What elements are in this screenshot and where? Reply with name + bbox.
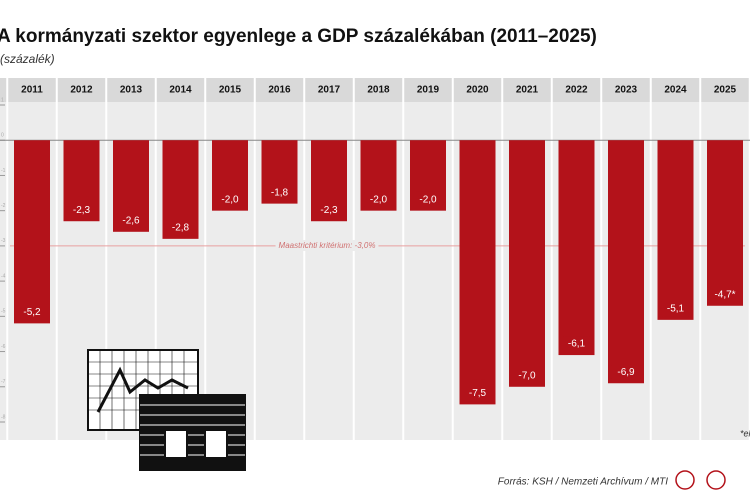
value-label: -2,0: [419, 194, 437, 205]
bar: [707, 140, 743, 306]
x-tick-label: 2011: [21, 85, 43, 96]
chart-subtitle: (százalék): [0, 52, 55, 66]
y-tick-label: -5: [1, 309, 6, 315]
x-tick-label: 2019: [417, 85, 440, 96]
value-label: -6,1: [568, 339, 586, 350]
source: Forrás: KSH / Nemzeti Archívum / MTI: [498, 477, 668, 488]
x-tick-label: 2020: [466, 85, 489, 96]
bar: [608, 140, 644, 384]
plot: 1 0 -1 -2 -3 -4 -5 -6 -7 -8 Maastrichti kritérium:…: [0, 78, 750, 440]
header-band: [0, 78, 750, 102]
value-label: -2,3: [73, 205, 91, 216]
y-tick-label: 0: [1, 133, 4, 139]
chart-title: A kormányzati szektor egyenlege a GDP sz…: [0, 26, 597, 47]
bar: [14, 140, 50, 324]
x-tick-label: 2021: [516, 85, 539, 96]
value-label-bg: [314, 202, 344, 219]
x-tick-label: 2017: [318, 85, 341, 96]
bar: [509, 140, 545, 387]
bar: [558, 140, 595, 356]
value-label-bg: [17, 304, 47, 321]
value-label: -2,8: [172, 222, 190, 233]
y-tick-label: -6: [1, 344, 6, 350]
value-label: -2,3: [320, 205, 338, 216]
bar: [459, 140, 496, 405]
y-tick-label: -2: [1, 203, 6, 209]
value-label: -5,2: [23, 307, 41, 318]
bar: [657, 140, 694, 320]
reference-label: Maastrichti kritérium: -3,0%: [279, 241, 376, 250]
value-label-bg: [462, 385, 493, 402]
y-tick-label: -4: [1, 273, 6, 279]
value-label: -5,1: [667, 303, 685, 314]
value-label: -6,9: [617, 367, 635, 378]
value-label-bg: [66, 202, 97, 219]
x-tick-label: 2024: [664, 85, 687, 96]
value-label-bg: [116, 212, 146, 229]
footnote: *előzetes adat: [740, 428, 750, 438]
x-tick-label: 2025: [714, 85, 737, 96]
value-label-bg: [363, 191, 394, 208]
x-tick-label: 2023: [615, 85, 638, 96]
value-label: -2,6: [122, 215, 140, 226]
value-label: -7,0: [518, 370, 536, 381]
value-label-bg: [512, 367, 542, 384]
decorative-icon: [87, 349, 246, 471]
value-label: -2,0: [370, 194, 388, 205]
value-label-bg: [611, 364, 641, 381]
x-tick-label: 2022: [565, 85, 588, 96]
logos: [675, 470, 726, 490]
value-label-bg: [264, 184, 295, 201]
x-tick-label: 2014: [169, 85, 192, 96]
value-label: -4,7*: [714, 289, 735, 300]
value-label-bg: [561, 336, 592, 353]
reference-label-bg: [275, 239, 379, 251]
y-tick-label: -1: [1, 168, 6, 174]
value-label: -7,5: [469, 388, 487, 399]
value-label-bg: [413, 191, 443, 208]
y-tick-label: -7: [1, 379, 6, 385]
value-label: -2,0: [221, 194, 239, 205]
x-tick-label: 2013: [120, 85, 143, 96]
value-label-bg: [660, 300, 691, 317]
y-tick-label: -3: [1, 238, 6, 244]
x-tick-label: 2012: [70, 85, 93, 96]
value-label-bg: [165, 219, 196, 236]
value-label: -1,8: [271, 187, 289, 198]
x-tick-label: 2016: [268, 85, 291, 96]
y-tick-label: 1: [1, 97, 4, 103]
y-tick-label: -8: [1, 414, 6, 420]
x-tick-label: 2015: [219, 85, 242, 96]
x-tick-label: 2018: [367, 85, 390, 96]
value-label-bg: [215, 191, 245, 208]
value-label-bg: [710, 286, 740, 303]
